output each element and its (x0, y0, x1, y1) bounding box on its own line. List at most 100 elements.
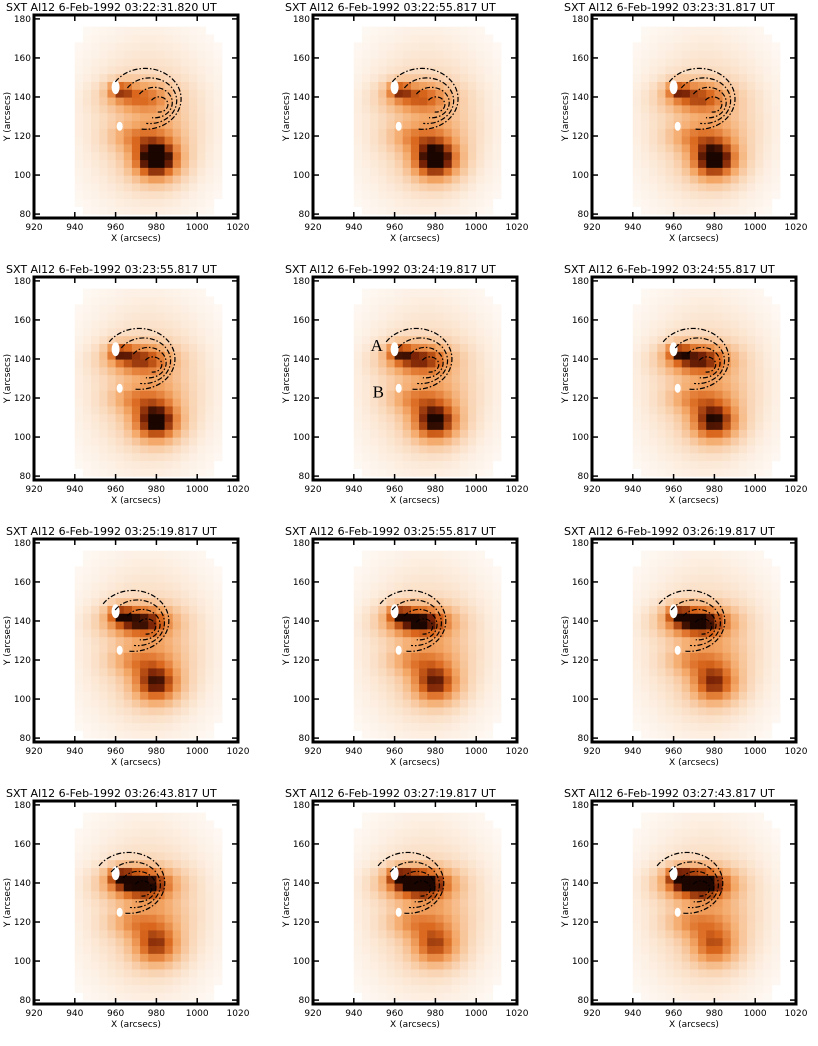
x-tick-label: 980 (706, 223, 723, 233)
sxt-intensity-map (354, 813, 501, 1001)
y-tick-label: 120 (293, 132, 310, 142)
y-tick-label: 120 (572, 918, 589, 928)
label-b: B (373, 382, 384, 401)
y-tick-label: 100 (572, 695, 589, 705)
x-tick-label: 980 (427, 1009, 444, 1019)
source-b-blob (396, 908, 402, 917)
x-tick-label: 960 (107, 747, 124, 757)
x-tick-label: 960 (386, 223, 403, 233)
panel-title: SXT Al12 6-Feb-1992 03:26:19.817 UT (564, 525, 775, 538)
y-tick-label: 120 (572, 394, 589, 404)
x-tick-label: 980 (706, 1009, 723, 1019)
y-tick-label: 120 (572, 656, 589, 666)
panel-title: SXT Al12 6-Feb-1992 03:22:31.820 UT (6, 1, 217, 14)
y-tick-label: 160 (293, 840, 310, 850)
y-tick-label: 180 (14, 539, 31, 549)
x-tick-label: 940 (345, 223, 362, 233)
y-axis-label: Y (arcsecs) (282, 354, 292, 404)
x-tick-label: 940 (66, 223, 83, 233)
sxt-intensity-map (633, 551, 780, 739)
panel-plot: SXT Al12 6-Feb-1992 03:24:19.817 UTAB920… (279, 262, 551, 522)
x-tick-label: 1020 (506, 747, 529, 757)
x-tick-label: 920 (25, 1009, 42, 1019)
y-tick-label: 80 (299, 996, 311, 1006)
source-b-blob (675, 908, 681, 917)
x-tick-label: 1000 (744, 485, 767, 495)
x-axis-label: X (arcsecs) (669, 758, 719, 768)
y-axis-label: Y (arcsecs) (282, 92, 292, 142)
x-axis-label: X (arcsecs) (111, 234, 161, 244)
source-b-blob (396, 646, 402, 655)
sxt-intensity-map (633, 27, 780, 215)
x-tick-label: 920 (583, 747, 600, 757)
x-tick-label: 1000 (465, 485, 488, 495)
y-tick-label: 160 (293, 54, 310, 64)
x-tick-label: 1000 (186, 1009, 209, 1019)
y-tick-label: 100 (14, 171, 31, 181)
panel-title: SXT Al12 6-Feb-1992 03:27:43.817 UT (564, 787, 775, 800)
y-tick-label: 80 (20, 734, 32, 744)
y-tick-label: 140 (572, 879, 589, 889)
y-tick-label: 80 (20, 210, 32, 220)
panel-title: SXT Al12 6-Feb-1992 03:27:19.817 UT (285, 787, 496, 800)
y-tick-label: 160 (14, 316, 31, 326)
x-tick-label: 960 (107, 1009, 124, 1019)
y-tick-label: 120 (293, 918, 310, 928)
source-a-blob (391, 866, 399, 880)
x-tick-label: 940 (624, 223, 641, 233)
x-tick-label: 1000 (465, 1009, 488, 1019)
y-tick-label: 120 (14, 394, 31, 404)
y-tick-label: 140 (293, 617, 310, 627)
x-tick-label: 1020 (227, 747, 250, 757)
y-tick-label: 100 (14, 695, 31, 705)
x-tick-label: 960 (665, 1009, 682, 1019)
y-tick-label: 140 (14, 879, 31, 889)
sxt-intensity-map (75, 27, 222, 215)
x-axis-label: X (arcsecs) (111, 496, 161, 506)
source-b-blob (117, 384, 123, 393)
x-tick-label: 940 (66, 1009, 83, 1019)
x-tick-label: 1020 (785, 485, 808, 495)
x-tick-label: 1000 (465, 223, 488, 233)
y-tick-label: 120 (14, 132, 31, 142)
y-axis-label: Y (arcsecs) (561, 878, 571, 928)
y-tick-label: 160 (572, 578, 589, 588)
x-tick-label: 940 (345, 747, 362, 757)
x-tick-label: 1000 (186, 747, 209, 757)
y-axis-label: Y (arcsecs) (561, 354, 571, 404)
y-tick-label: 80 (299, 210, 311, 220)
x-axis-label: X (arcsecs) (390, 1020, 440, 1030)
y-axis-label: Y (arcsecs) (561, 92, 571, 142)
y-tick-label: 100 (572, 433, 589, 443)
y-tick-label: 140 (14, 617, 31, 627)
y-tick-label: 160 (14, 840, 31, 850)
y-tick-label: 180 (572, 15, 589, 25)
x-tick-label: 1000 (465, 747, 488, 757)
x-axis-label: X (arcsecs) (390, 758, 440, 768)
y-tick-label: 100 (14, 957, 31, 967)
x-tick-label: 920 (304, 747, 321, 757)
x-tick-label: 940 (66, 485, 83, 495)
x-tick-label: 960 (665, 485, 682, 495)
y-tick-label: 120 (14, 656, 31, 666)
y-tick-label: 80 (20, 996, 32, 1006)
source-b-blob (117, 122, 123, 131)
y-tick-label: 80 (578, 734, 590, 744)
source-b-blob (396, 384, 402, 393)
source-a-blob (670, 80, 678, 94)
y-tick-label: 120 (14, 918, 31, 928)
x-tick-label: 980 (148, 747, 165, 757)
sxt-intensity-map (354, 27, 501, 215)
